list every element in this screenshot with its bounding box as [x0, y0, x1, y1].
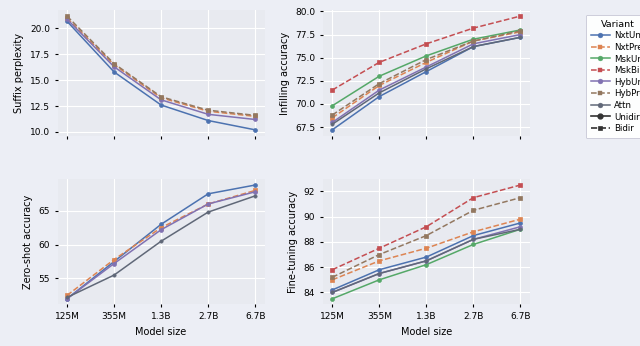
X-axis label: Model size: Model size [136, 327, 187, 337]
Y-axis label: Zero-shot accuracy: Zero-shot accuracy [23, 195, 33, 289]
Legend: NxtUni, NxtPre, MskUni, MskBi, HybUni, HybPre, Attn, Unidir, Bidir: NxtUni, NxtPre, MskUni, MskBi, HybUni, H… [586, 15, 640, 138]
Y-axis label: Infilling accuracy: Infilling accuracy [280, 31, 289, 115]
Y-axis label: Suffix perplexity: Suffix perplexity [14, 33, 24, 113]
X-axis label: Model size: Model size [401, 327, 452, 337]
Y-axis label: Fine-tuning accuracy: Fine-tuning accuracy [288, 191, 298, 293]
